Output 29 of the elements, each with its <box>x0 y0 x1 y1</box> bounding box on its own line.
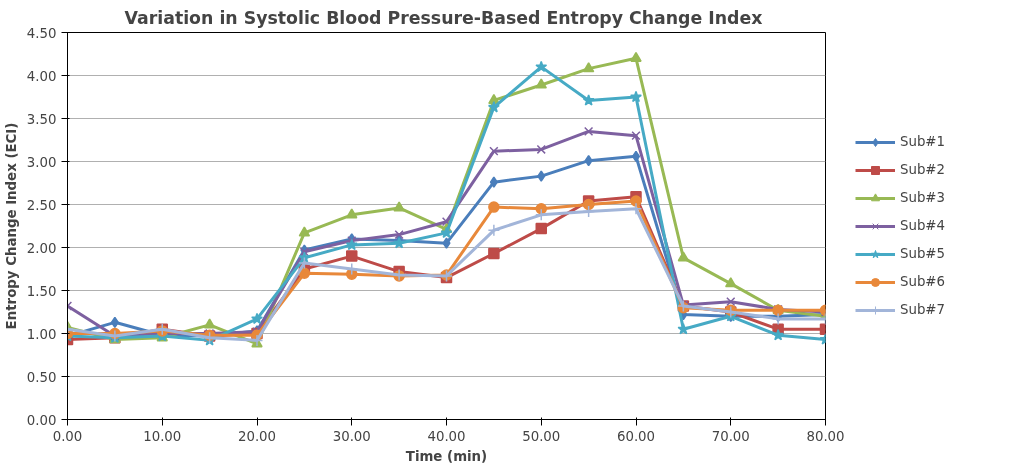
legend-label: Sub#4 <box>900 218 946 233</box>
legend-label: Sub#1 <box>900 134 946 149</box>
y-tick-label: 2.50 <box>26 197 57 213</box>
y-tick-label: 0.00 <box>26 412 57 428</box>
y-tick-label: 3.00 <box>26 154 57 170</box>
legend-label: Sub#6 <box>900 274 946 289</box>
x-tick-label: 70.00 <box>711 428 750 444</box>
x-tick-label: 40.00 <box>427 428 466 444</box>
legend-label: Sub#3 <box>900 190 946 205</box>
y-tick-label: 0.50 <box>26 369 57 385</box>
y-tick-label: 4.00 <box>26 68 57 84</box>
y-tick-label: 1.50 <box>26 283 57 299</box>
y-axis-title: Entropy Change Index (ECI) <box>3 122 19 330</box>
chart-title: Variation in Systolic Blood Pressure-Based Entropy Change Index <box>124 7 763 28</box>
x-tick-label: 0.00 <box>52 428 83 444</box>
y-tick-label: 1.00 <box>26 326 57 342</box>
legend-label: Sub#2 <box>900 162 946 177</box>
x-tick-label: 20.00 <box>237 428 277 444</box>
x-tick-label: 60.00 <box>616 428 656 444</box>
y-tick-label: 4.50 <box>26 25 57 41</box>
x-tick-label: 30.00 <box>332 428 371 444</box>
legend-label: Sub#5 <box>900 246 946 261</box>
x-tick-label: 10.00 <box>143 428 182 444</box>
x-tick-label: 50.00 <box>522 428 561 444</box>
x-tick-label: 80.00 <box>806 428 845 444</box>
legend-label: Sub#7 <box>900 302 946 317</box>
y-tick-label: 3.50 <box>26 111 57 127</box>
x-axis-title: Time (min) <box>405 448 488 464</box>
y-tick-label: 2.00 <box>26 240 57 256</box>
